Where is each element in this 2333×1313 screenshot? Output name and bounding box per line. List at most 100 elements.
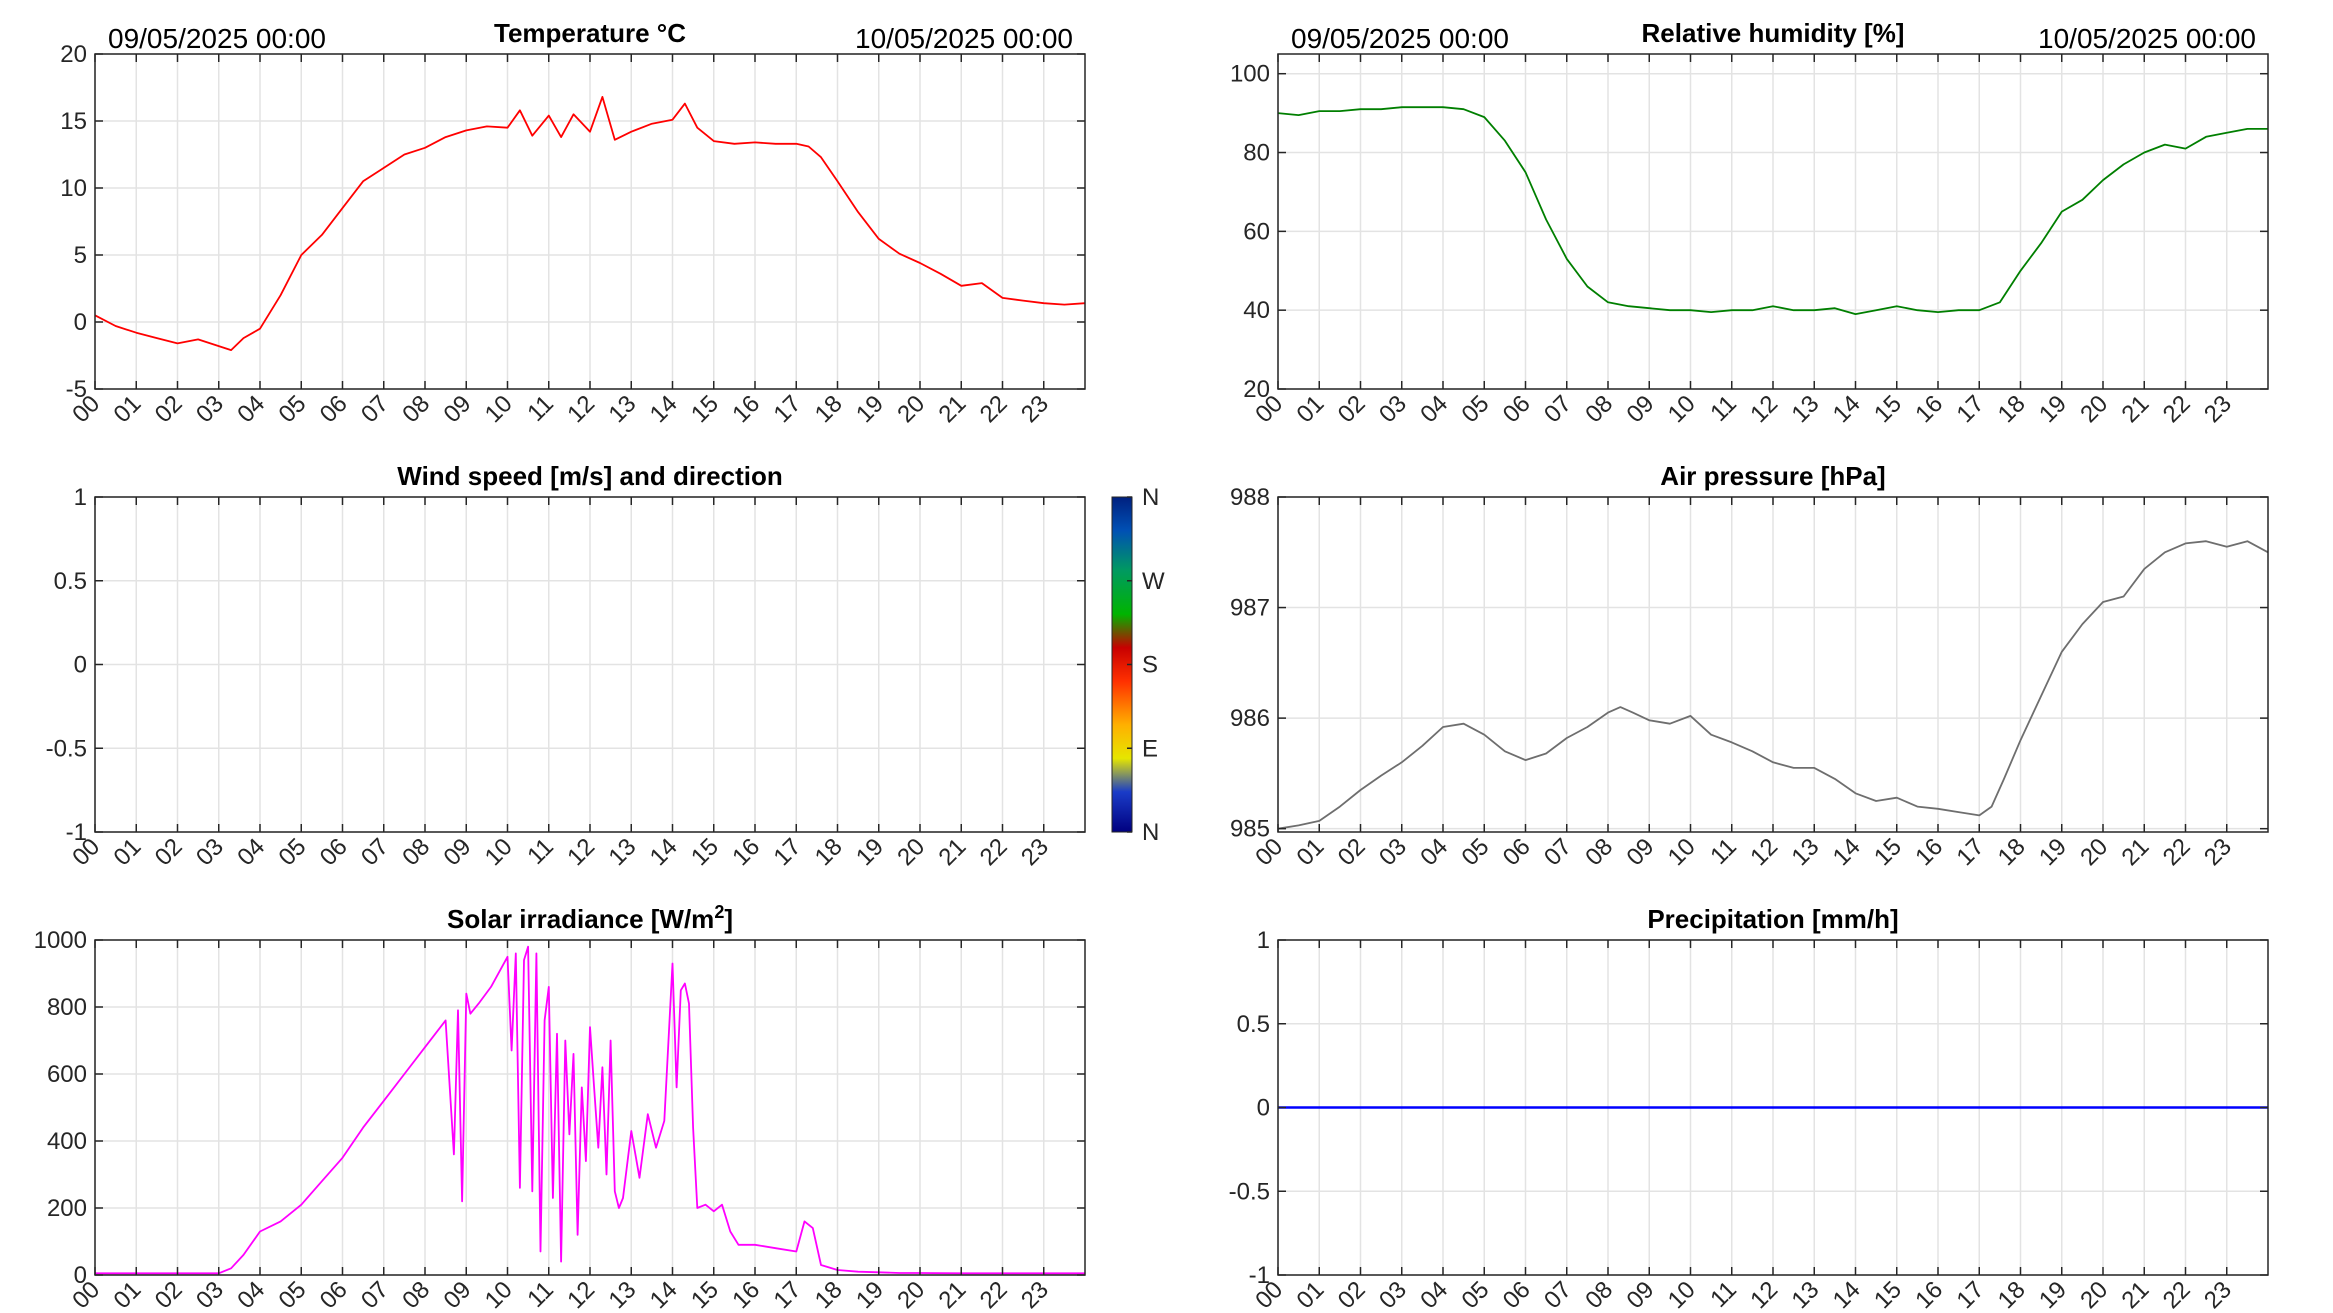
x-tick-label: 13 (1787, 833, 1825, 871)
y-tick-label: -5 (66, 376, 87, 403)
x-tick-label: 23 (2199, 390, 2237, 428)
y-tick-label: 20 (1243, 376, 1270, 403)
y-tick-label: 985 (1230, 816, 1270, 843)
chart-title: Relative humidity [%] (1642, 18, 1905, 48)
x-tick-label: 03 (191, 833, 229, 871)
x-tick-label: 16 (1910, 833, 1948, 871)
x-tick-label: 12 (1745, 833, 1783, 871)
x-tick-label: 21 (2117, 390, 2155, 428)
y-tick-label: 0.5 (54, 568, 87, 595)
x-tick-label: 01 (109, 833, 147, 871)
series-line-pressure (1277, 540, 2269, 830)
x-tick-label: 12 (562, 390, 600, 428)
date-end-label: 10/05/2025 00:00 (855, 23, 1073, 54)
x-tick-label: 08 (1580, 1276, 1618, 1313)
y-tick-label: 0 (74, 652, 87, 679)
x-tick-label: 18 (1993, 390, 2031, 428)
x-tick-label: 04 (232, 1276, 270, 1313)
x-tick-label: 08 (397, 833, 435, 871)
x-tick-label: 09 (439, 833, 477, 871)
y-tick-label: 0.5 (1237, 1011, 1270, 1038)
x-tick-label: 05 (1457, 390, 1495, 428)
x-tick-label: 12 (1745, 1276, 1783, 1313)
x-tick-label: 17 (1952, 1276, 1990, 1313)
y-tick-label: 0 (74, 309, 87, 336)
y-tick-label: 5 (74, 242, 87, 269)
x-tick-label: 21 (934, 833, 972, 871)
x-tick-label: 22 (2158, 1276, 2196, 1313)
x-tick-label: 07 (1539, 833, 1577, 871)
chart-title: Precipitation [mm/h] (1647, 904, 1898, 934)
x-tick-label: 15 (1869, 833, 1907, 871)
x-tick-label: 14 (645, 833, 683, 871)
x-tick-label: 13 (604, 390, 642, 428)
x-tick-label: 01 (1292, 833, 1330, 871)
x-tick-label: 02 (1333, 833, 1371, 871)
x-tick-label: 14 (645, 390, 683, 428)
x-tick-label: 17 (769, 390, 807, 428)
x-tick-label: 11 (522, 833, 559, 870)
colorbar-label: E (1142, 735, 1158, 762)
y-tick-label: 20 (60, 41, 87, 68)
x-tick-label: 17 (1952, 833, 1990, 871)
x-tick-label: 05 (274, 1276, 312, 1313)
chart-title: Air pressure [hPa] (1660, 461, 1885, 491)
x-tick-label: 20 (892, 833, 930, 871)
x-tick-label: 23 (1016, 390, 1054, 428)
x-tick-label: 03 (191, 390, 229, 428)
x-tick-label: 22 (975, 1276, 1013, 1313)
x-tick-label: 04 (232, 390, 270, 428)
x-tick-label: 11 (522, 390, 559, 427)
x-tick-label: 22 (975, 390, 1013, 428)
date-start-label: 09/05/2025 00:00 (1291, 23, 1509, 54)
x-tick-label: 17 (769, 1276, 807, 1313)
colorbar-label: W (1142, 568, 1165, 595)
y-tick-label: 15 (60, 108, 87, 135)
y-tick-label: -0.5 (1229, 1178, 1270, 1205)
x-tick-label: 12 (562, 1276, 600, 1313)
x-tick-label: 13 (1787, 390, 1825, 428)
x-tick-label: 16 (1910, 390, 1948, 428)
x-tick-label: 10 (480, 1276, 518, 1313)
x-tick-label: 23 (1016, 1276, 1054, 1313)
x-tick-label: 16 (1910, 1276, 1948, 1313)
x-tick-label: 05 (1457, 1276, 1495, 1313)
y-tick-label: 0 (1257, 1095, 1270, 1122)
x-tick-label: 01 (109, 390, 147, 428)
x-tick-label: 07 (1539, 390, 1577, 428)
x-tick-label: 18 (810, 833, 848, 871)
x-tick-label: 13 (604, 1276, 642, 1313)
y-tick-label: 60 (1243, 218, 1270, 245)
y-tick-label: 988 (1230, 484, 1270, 511)
x-tick-label: 15 (1869, 390, 1907, 428)
x-tick-label: 03 (191, 1276, 229, 1313)
x-tick-label: 21 (934, 1276, 972, 1313)
x-tick-label: 20 (2075, 1276, 2113, 1313)
y-tick-label: 987 (1230, 595, 1270, 622)
y-tick-label: -1 (66, 819, 87, 846)
x-tick-label: 11 (1705, 390, 1742, 427)
y-tick-label: 400 (47, 1128, 87, 1155)
x-tick-label: 16 (727, 390, 765, 428)
x-tick-label: 07 (1539, 1276, 1577, 1313)
x-tick-label: 03 (1374, 833, 1412, 871)
x-tick-label: 08 (397, 1276, 435, 1313)
x-tick-label: 19 (2034, 1276, 2072, 1313)
colorbar-label: S (1142, 652, 1158, 679)
x-tick-label: 21 (2117, 1276, 2155, 1313)
colorbar-label: N (1142, 819, 1159, 846)
y-tick-label: 80 (1243, 140, 1270, 167)
x-tick-label: 22 (2158, 833, 2196, 871)
x-tick-label: 21 (934, 390, 972, 428)
x-tick-label: 10 (1663, 1276, 1701, 1313)
y-tick-label: 0 (74, 1262, 87, 1289)
x-tick-label: 09 (439, 1276, 477, 1313)
x-tick-label: 15 (686, 390, 724, 428)
x-tick-label: 13 (1787, 1276, 1825, 1313)
x-tick-label: 18 (1993, 833, 2031, 871)
series-line-solar (95, 945, 1085, 1275)
